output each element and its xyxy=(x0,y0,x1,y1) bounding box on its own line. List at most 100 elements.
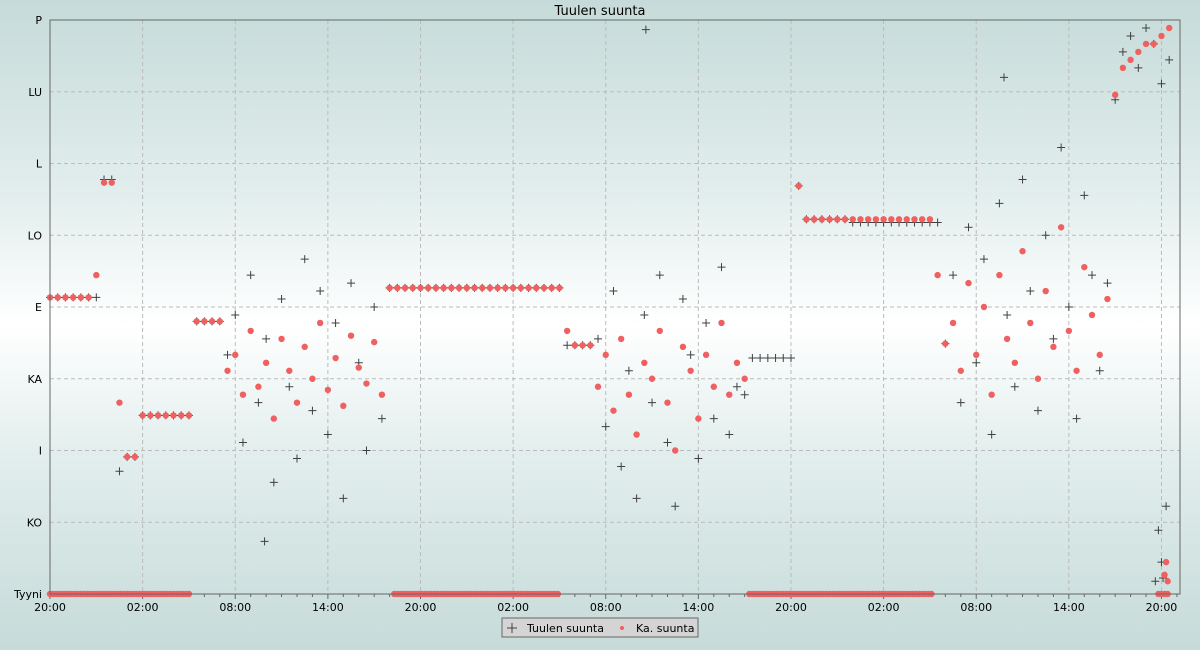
data-point-plus xyxy=(323,430,332,439)
data-point-plus xyxy=(702,318,711,327)
data-point-dot xyxy=(834,216,841,223)
data-point-dot xyxy=(918,216,926,223)
data-point-plus xyxy=(779,354,788,363)
data-point-plus xyxy=(694,454,703,463)
x-tick-label: 02:00 xyxy=(497,601,529,614)
data-point-dot xyxy=(702,351,710,359)
data-point-plus xyxy=(1018,175,1027,184)
data-point-plus xyxy=(725,430,734,439)
data-point-dot xyxy=(316,319,324,327)
data-point-dot xyxy=(340,402,347,410)
y-tick-label: I xyxy=(39,445,42,458)
y-tick-label: P xyxy=(35,14,42,27)
data-point-dot xyxy=(116,399,123,406)
data-point-dot xyxy=(69,294,77,301)
data-point-dot xyxy=(378,391,386,398)
data-point-dot xyxy=(965,279,972,287)
data-point-dot xyxy=(1164,578,1171,585)
data-point-plus xyxy=(92,293,101,302)
data-point-plus xyxy=(624,366,633,375)
x-axis-ticks: 20:00 02:00 08:00 14:00 20:00 02:00 08:00 14:00… xyxy=(34,594,1178,614)
data-point-dot xyxy=(540,284,548,292)
data-point-dot xyxy=(857,216,864,223)
data-point-dot xyxy=(1135,48,1142,56)
data-point-dot xyxy=(1027,319,1034,327)
data-point-dot xyxy=(286,367,293,374)
data-point-dot xyxy=(973,351,980,359)
data-point-dot xyxy=(270,415,278,422)
plot-frame xyxy=(49,19,1181,595)
data-point-plus xyxy=(717,263,726,272)
data-point-plus xyxy=(1142,23,1151,32)
series-tuulen-suunta xyxy=(46,23,1174,586)
data-point-dot xyxy=(432,284,440,292)
data-point-dot xyxy=(247,327,254,335)
data-point-plus xyxy=(1072,414,1081,423)
x-tick-label: 14:00 xyxy=(312,601,344,614)
data-point-dot xyxy=(509,284,517,292)
data-point-dot xyxy=(726,391,733,398)
data-point-dot xyxy=(980,303,988,311)
data-point-plus xyxy=(1041,231,1050,240)
data-point-plus xyxy=(972,358,981,367)
data-point-plus xyxy=(956,398,965,407)
legend-label-tuulen-suunta: Tuulen suunta xyxy=(526,622,604,635)
data-point-plus xyxy=(308,406,317,415)
data-point-dot xyxy=(170,412,177,419)
legend-label-ka-suunta: Ka. suunta xyxy=(636,622,694,635)
data-point-dot xyxy=(648,375,656,382)
x-tick-label: 08:00 xyxy=(590,601,622,614)
data-point-dot xyxy=(347,332,355,339)
data-point-plus xyxy=(115,467,124,476)
data-point-plus xyxy=(640,310,649,319)
data-point-plus xyxy=(756,354,765,363)
data-point-plus xyxy=(300,255,309,264)
data-point-dot xyxy=(895,216,903,223)
data-point-dot xyxy=(849,216,856,223)
data-point-plus xyxy=(339,494,348,503)
data-point-plus xyxy=(1057,143,1066,152)
data-point-dot xyxy=(139,412,146,419)
data-point-plus xyxy=(1003,310,1012,319)
data-point-plus xyxy=(709,414,718,423)
data-point-plus xyxy=(1134,63,1143,72)
data-point-dot xyxy=(1104,295,1111,303)
data-point-dot xyxy=(324,386,332,394)
data-point-dot xyxy=(201,318,208,325)
data-point-dot xyxy=(1119,64,1127,72)
data-point-dot xyxy=(1081,263,1088,271)
data-point-dot xyxy=(278,335,285,343)
data-point-dot xyxy=(463,284,471,292)
data-point-plus xyxy=(269,478,278,487)
data-point-dot xyxy=(178,412,185,419)
data-point-dot xyxy=(687,367,694,374)
data-point-plus xyxy=(617,462,626,471)
data-point-plus xyxy=(1026,287,1035,296)
data-point-dot xyxy=(1042,287,1049,295)
data-point-dot xyxy=(224,367,231,374)
data-point-plus xyxy=(686,350,695,359)
data-point-plus xyxy=(285,382,294,391)
data-point-plus xyxy=(223,350,232,359)
data-point-dot xyxy=(679,343,687,351)
data-point-plus xyxy=(563,341,572,350)
x-tick-label: 20:00 xyxy=(1146,601,1178,614)
data-point-plus xyxy=(786,354,795,363)
data-point-dot xyxy=(1003,335,1011,343)
data-point-dot xyxy=(1065,327,1073,335)
data-point-dot xyxy=(108,179,115,186)
data-point-plus xyxy=(671,502,680,511)
y-tick-label: Tyyni xyxy=(13,588,42,601)
data-point-dot xyxy=(255,383,262,390)
data-point-plus xyxy=(979,255,988,264)
data-point-dot xyxy=(486,284,494,292)
data-point-plus xyxy=(1103,279,1112,288)
data-point-plus xyxy=(648,398,657,407)
grid-lines xyxy=(49,19,1180,595)
data-point-dot xyxy=(185,412,193,419)
data-point-dot xyxy=(1011,359,1019,367)
data-point-dot xyxy=(826,216,833,223)
x-tick-label: 14:00 xyxy=(1053,601,1085,614)
data-point-dot xyxy=(1161,571,1168,579)
